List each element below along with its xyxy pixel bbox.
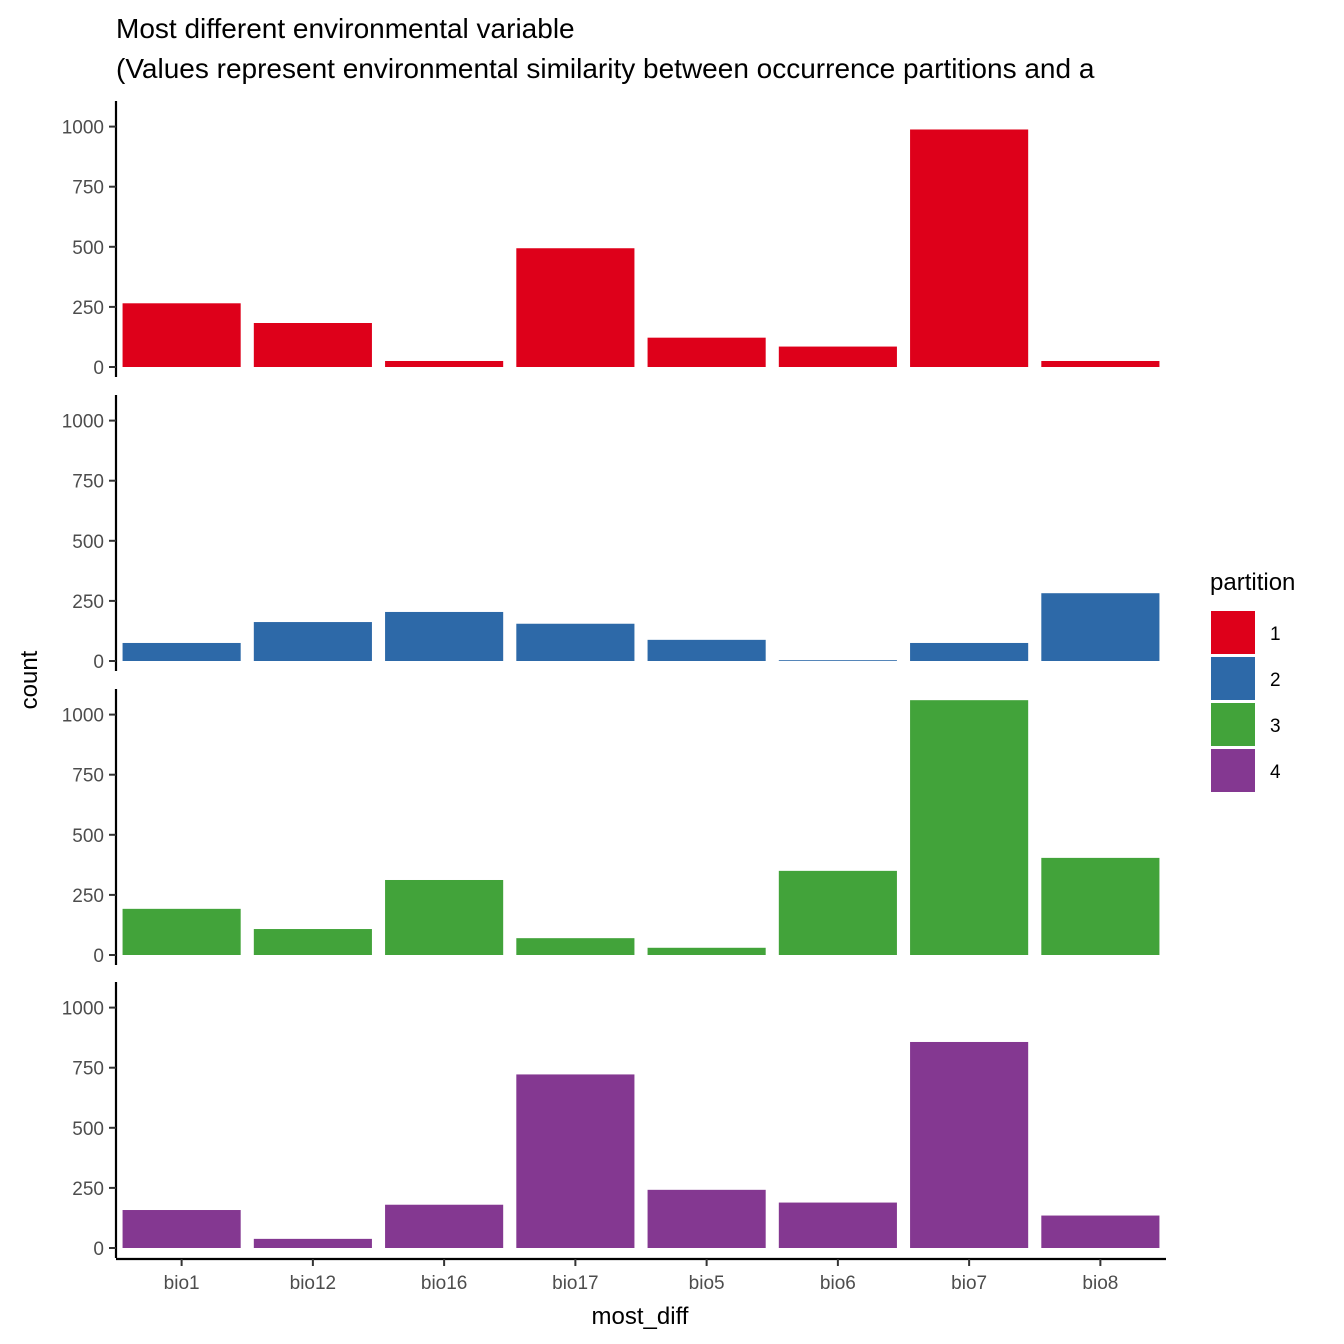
bar-bio7-partition-2 [910,642,1029,661]
y-tick-label: 0 [93,1239,104,1260]
bar-bio8-partition-4 [1041,1215,1160,1248]
y-tick-label: 750 [72,178,104,199]
bar-bio5-partition-4 [647,1189,766,1248]
bar-bio12-partition-4 [253,1238,372,1248]
bar-bio6-partition-2 [778,660,897,661]
x-tick-label: bio6 [820,1273,856,1294]
facet-panel-4: 0 250 500 750 1000 [62,982,1160,1260]
bar-bio12-partition-3 [253,929,372,955]
bar-bio1-partition-2 [122,642,241,661]
x-tick-label: bio17 [552,1273,599,1294]
bar-bio6-partition-3 [778,870,897,955]
legend: partition 1 2 3 4 [1210,569,1295,792]
bar-bio5-partition-3 [647,947,766,955]
bar-bio12-partition-1 [253,323,372,367]
y-tick-label: 0 [93,652,104,673]
x-axis-title: most_diff [592,1303,689,1330]
bar-bio17-partition-4 [516,1074,635,1248]
y-tick-label: 250 [72,298,104,319]
bar-bio1-partition-1 [122,303,241,367]
legend-label: 2 [1270,670,1281,691]
y-tick-label: 500 [72,532,104,553]
bar-bio5-partition-1 [647,337,766,367]
bar-bio6-partition-4 [778,1202,897,1248]
legend-key-4 [1211,749,1255,792]
y-tick-label: 250 [72,886,104,907]
y-tick-label: 1000 [62,118,104,139]
x-tick-label: bio7 [951,1273,987,1294]
x-tick-label: bio12 [290,1273,337,1294]
legend-title: partition [1210,569,1295,596]
y-tick-label: 1000 [62,412,104,433]
bar-bio17-partition-1 [516,248,635,367]
y-tick-label: 750 [72,766,104,787]
bar-bio8-partition-1 [1041,360,1160,367]
bar-bio7-partition-3 [910,700,1029,955]
y-tick-label: 500 [72,826,104,847]
facet-panels: 0 250 500 750 1000 0 250 500 750 1000 0 250 500 750 10… [62,101,1160,1260]
bar-bio8-partition-3 [1041,857,1160,955]
y-tick-label: 1000 [62,706,104,727]
y-tick-label: 500 [72,1119,104,1140]
legend-label: 3 [1270,716,1281,737]
y-tick-label: 750 [72,472,104,493]
y-tick-label: 750 [72,1059,104,1080]
bar-bio5-partition-2 [647,639,766,661]
chart-title: Most different environmental variable [116,13,575,44]
bar-bio17-partition-2 [516,623,635,661]
bar-bio16-partition-1 [385,360,504,367]
legend-key-1 [1211,611,1255,654]
legend-key-2 [1211,657,1255,700]
legend-label: 1 [1270,624,1281,645]
bar-bio1-partition-3 [122,908,241,955]
bar-bio6-partition-1 [778,346,897,367]
x-axis: bio1 bio12 bio16 bio17 bio5 bio6 bio7 bio8 [116,1257,1166,1294]
y-tick-label: 0 [93,358,104,379]
x-tick-label: bio1 [164,1273,200,1294]
y-tick-label: 500 [72,238,104,259]
legend-key-3 [1211,703,1255,746]
y-tick-label: 250 [72,1179,104,1200]
bar-bio16-partition-4 [385,1204,504,1248]
bar-bio8-partition-2 [1041,593,1160,661]
bar-bio17-partition-3 [516,938,635,955]
x-tick-label: bio16 [421,1273,468,1294]
bar-bio7-partition-4 [910,1041,1029,1248]
y-tick-label: 0 [93,946,104,967]
bar-bio16-partition-2 [385,611,504,661]
x-tick-label: bio5 [689,1273,725,1294]
bar-bio12-partition-2 [253,622,372,661]
y-tick-label: 250 [72,592,104,613]
y-tick-label: 1000 [62,999,104,1020]
facet-panel-2: 0 250 500 750 1000 [62,395,1160,673]
bar-bio7-partition-1 [910,129,1029,367]
facet-panel-1: 0 250 500 750 1000 [62,101,1160,379]
bar-bio16-partition-3 [385,879,504,955]
y-axis-title: count [16,650,43,709]
facet-panel-3: 0 250 500 750 1000 [62,689,1160,967]
x-tick-label: bio8 [1082,1273,1118,1294]
chart-subtitle: (Values represent environmental similari… [116,53,1095,84]
bar-bio1-partition-4 [122,1210,241,1248]
legend-label: 4 [1270,762,1281,783]
